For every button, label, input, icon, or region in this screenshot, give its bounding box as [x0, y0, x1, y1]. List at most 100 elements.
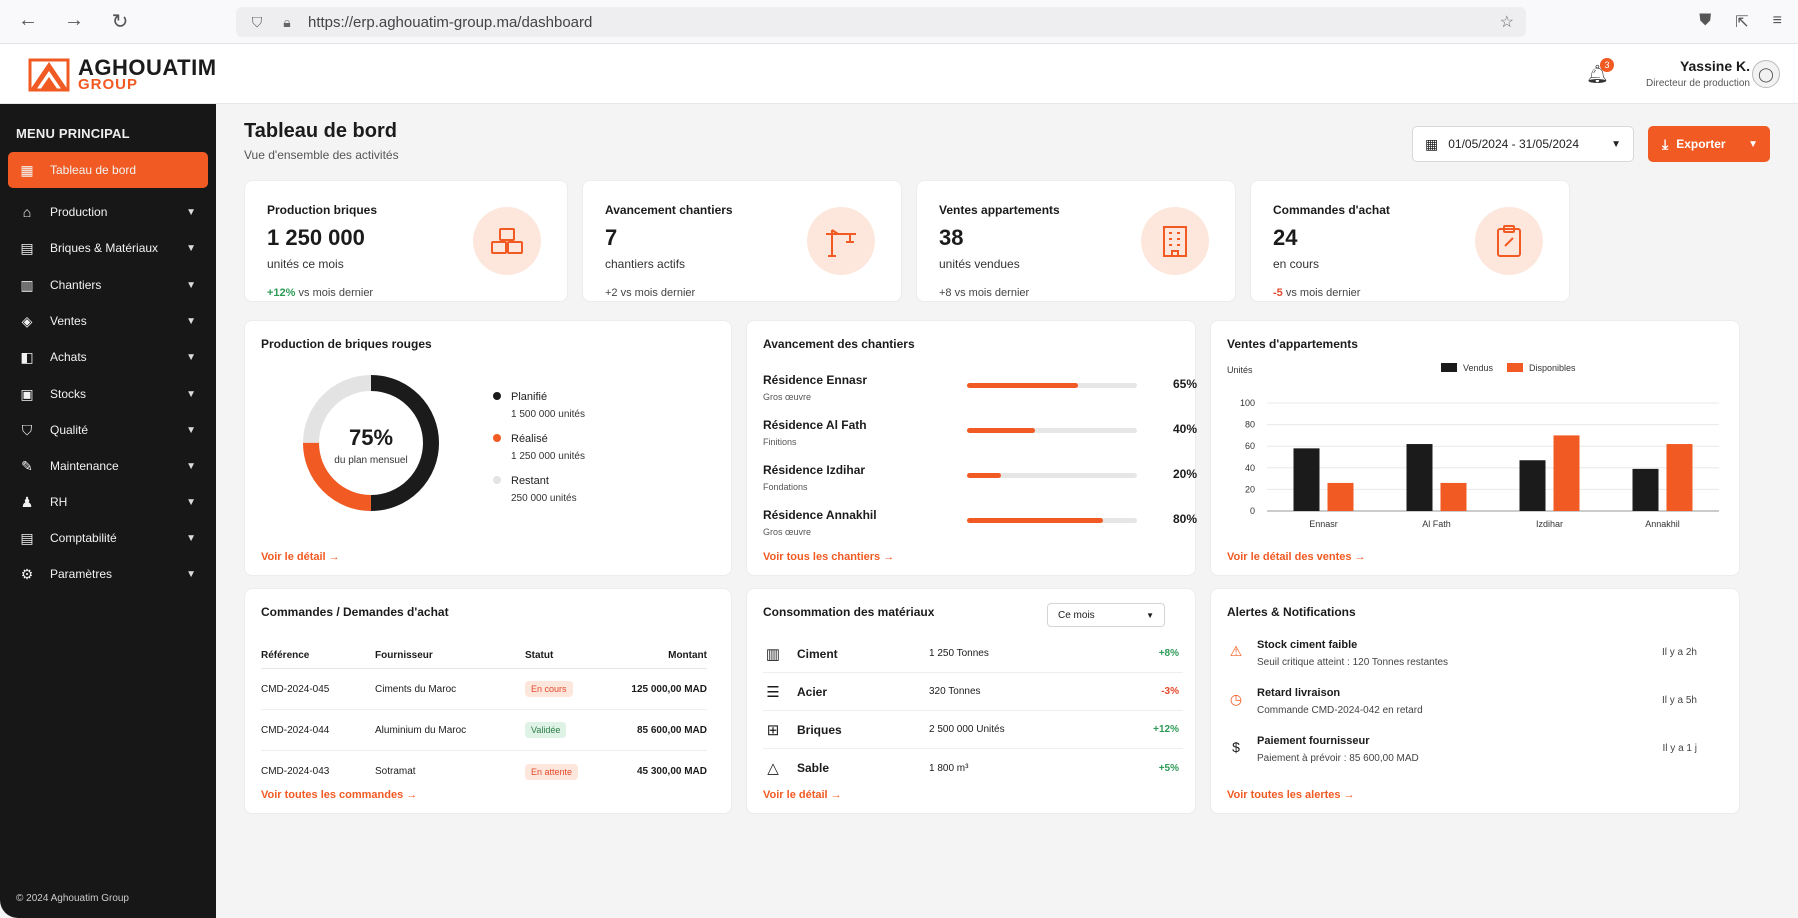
sidebar-item-ventes[interactable]: ◈ Ventes ▼ [8, 303, 208, 339]
production-detail-link[interactable]: Voir le détail → [261, 551, 340, 563]
alerts-card: Alertes & Notifications ⚠ Stock ciment f… [1210, 588, 1740, 814]
kpi-value: 38 [939, 225, 964, 250]
legend-dot [493, 392, 501, 400]
legend-dot [493, 476, 501, 484]
bar-vendus-izdihar [1519, 460, 1546, 511]
legend-swatch [1507, 363, 1523, 372]
gear-icon: ⚙ [20, 565, 34, 582]
brand-name: AGHOUATIM [78, 55, 217, 80]
avatar[interactable]: ◯ [1752, 60, 1780, 88]
sand-icon: △ [767, 760, 779, 777]
alert-item[interactable]: ◷ Retard livraison Commande CMD-2024-042 … [1227, 687, 1697, 731]
users-icon: ♟ [20, 493, 34, 510]
sidebar-item-parametres[interactable]: ⚙ Paramètres ▼ [8, 556, 208, 592]
kpi-card-production[interactable]: Production briques 1 250 000 unités ce m… [244, 180, 568, 302]
clipboard-icon [1475, 207, 1543, 275]
kpi-value: 24 [1273, 225, 1298, 250]
alerts-all-link[interactable]: Voir toutes les alertes → [1227, 789, 1355, 801]
kpi-delta: +12% vs mois dernier [267, 287, 374, 299]
orders-all-link[interactable]: Voir toutes les commandes → [261, 789, 418, 801]
chevron-down-icon: ▼ [186, 388, 196, 400]
site-row[interactable]: Résidence Al Fath Finitions 40% [763, 418, 1198, 447]
user-info[interactable]: Yassine K. Directeur de production [1620, 58, 1750, 89]
dollar-icon: $ [1232, 739, 1240, 755]
material-row: ☰ Acier 320 Tonnes -3% [763, 673, 1183, 711]
building-icon: ▥ [20, 276, 34, 293]
kpi-card-commandes[interactable]: Commandes d'achat 24 en cours -5 vs mois… [1250, 180, 1570, 302]
kpi-card-ventes[interactable]: Ventes appartements 38 unités vendues +8… [916, 180, 1236, 302]
site-percent: 20% [1173, 467, 1198, 481]
download-icon: ⤓ [1662, 135, 1669, 152]
sidebar-item-tableau-de-bord[interactable]: ▦ Tableau de bord [8, 152, 208, 188]
sidebar-item-rh[interactable]: ♟ RH ▼ [8, 484, 208, 520]
progress-track [967, 473, 1137, 478]
site-row[interactable]: Résidence Ennasr Gros œuvre 65% [763, 373, 1198, 402]
sidebar-item-stocks[interactable]: ▣ Stocks ▼ [8, 376, 208, 412]
chevron-down-icon: ▼ [186, 206, 196, 218]
date-range-picker[interactable]: ▦ 01/05/2024 - 31/05/2024 ▼ [1412, 126, 1634, 162]
reload-icon[interactable]: ↻ [111, 11, 129, 33]
address-bar[interactable]: ⛉ 🔒︎ https://erp.aghouatim-group.ma/dash… [236, 7, 1526, 37]
forward-icon[interactable]: → [64, 9, 84, 31]
chart-title: Ventes d'appartements [1227, 337, 1358, 351]
sidebar-item-maintenance[interactable]: ✎ Maintenance ▼ [8, 448, 208, 484]
sidebar-item-achats[interactable]: ◧ Achats ▼ [8, 339, 208, 375]
bookmark-star-icon[interactable]: ☆ [1499, 14, 1514, 31]
table-row[interactable]: CMD-2024-045 Ciments du Maroc En cours 12… [261, 669, 707, 710]
bar-disponibles-al-fath [1440, 482, 1467, 511]
table-row[interactable]: CMD-2024-043 Sotramat En attente 45 300,0… [261, 751, 707, 792]
sidebar-item-qualite[interactable]: ⛉ Qualité ▼ [8, 412, 208, 448]
chevron-down-icon: ▼ [186, 460, 196, 472]
kpi-title: Production briques [267, 203, 378, 217]
sites-all-link[interactable]: Voir tous les chantiers → [763, 551, 895, 563]
shield-outline-icon: ⛉ [251, 13, 263, 30]
cement-icon: ▥ [765, 645, 781, 663]
status-badge: En cours [525, 681, 573, 697]
materials-detail-link[interactable]: Voir le détail → [763, 789, 842, 801]
pocket-icon[interactable]: ⛊ [1699, 12, 1712, 29]
sidebar-item-label: Maintenance [50, 459, 119, 473]
site-row[interactable]: Résidence Izdihar Fondations 20% [763, 463, 1198, 492]
legend-item-restant: Restant 250 000 unités [493, 475, 577, 504]
x-tick-label: Annakhil [1645, 519, 1680, 529]
sidebar-item-production[interactable]: ⌂ Production ▼ [8, 194, 208, 230]
user-name: Yassine K. [1679, 58, 1750, 74]
sales-bar-chart: Unités 0 20 40 60 80 100 Vendus Disponibles Ennas… [1227, 363, 1719, 529]
table-row[interactable]: CMD-2024-044 Aluminium du Maroc Validée 8… [261, 710, 707, 751]
alert-item[interactable]: ⚠ Stock ciment faible Seuil critique atte… [1227, 639, 1697, 683]
kpi-unit: unités vendues [939, 257, 1020, 271]
sidebar-title: MENU PRINCIPAL [16, 126, 130, 141]
sidebar-item-label: Paramètres [50, 567, 113, 581]
extensions-icon[interactable]: ⇱ [1735, 14, 1749, 31]
menu-icon[interactable]: ≡ [1772, 12, 1782, 29]
sidebar-item-label: Comptabilité [50, 531, 117, 545]
shield-icon: ⛉ [21, 421, 33, 438]
x-tick-label: Ennasr [1309, 519, 1338, 529]
site-row[interactable]: Résidence Annakhil Gros œuvre 80% [763, 508, 1198, 537]
sidebar-item-label: Tableau de bord [50, 163, 137, 177]
chevron-down-icon: ▼ [186, 315, 196, 327]
brand-logo[interactable]: AGHOUATIM GROUP [28, 55, 217, 92]
kpi-unit: chantiers actifs [605, 257, 686, 271]
kpi-card-chantiers[interactable]: Avancement chantiers 7 chantiers actifs … [582, 180, 902, 302]
bar-vendus-al-fath [1406, 444, 1433, 511]
sidebar-item-chantiers[interactable]: ▥ Chantiers ▼ [8, 267, 208, 303]
sidebar-item-briques[interactable]: ▤ Briques & Matériaux ▼ [8, 230, 208, 266]
back-icon[interactable]: ← [18, 9, 38, 31]
sidebar-item-comptabilite[interactable]: ▤ Comptabilité ▼ [8, 520, 208, 556]
bar-disponibles-izdihar [1553, 435, 1580, 511]
period-select[interactable]: Ce mois ▼ [1047, 603, 1165, 627]
kpi-unit: unités ce mois [267, 257, 344, 271]
kpi-title: Commandes d'achat [1273, 203, 1390, 217]
export-button[interactable]: ⤓ Exporter ▼ [1648, 126, 1770, 162]
progress-fill [967, 383, 1078, 388]
lock-icon: 🔒︎ [283, 13, 291, 30]
progress-track [967, 428, 1137, 433]
notifications-bell-icon[interactable]: 🔔︎ 3 [1586, 58, 1614, 88]
sales-detail-link[interactable]: Voir le détail des ventes → [1227, 551, 1366, 563]
materials-card: Consommation des matériaux Ce mois ▼ ▥ Ci… [746, 588, 1196, 814]
chevron-down-icon: ▼ [186, 424, 196, 436]
sales-card: Ventes d'appartements Unités 0 20 40 60 80 100… [1210, 320, 1740, 576]
alert-item[interactable]: $ Paiement fournisseur Paiement à prévoir… [1227, 735, 1697, 779]
y-tick-label: 20 [1245, 484, 1255, 494]
